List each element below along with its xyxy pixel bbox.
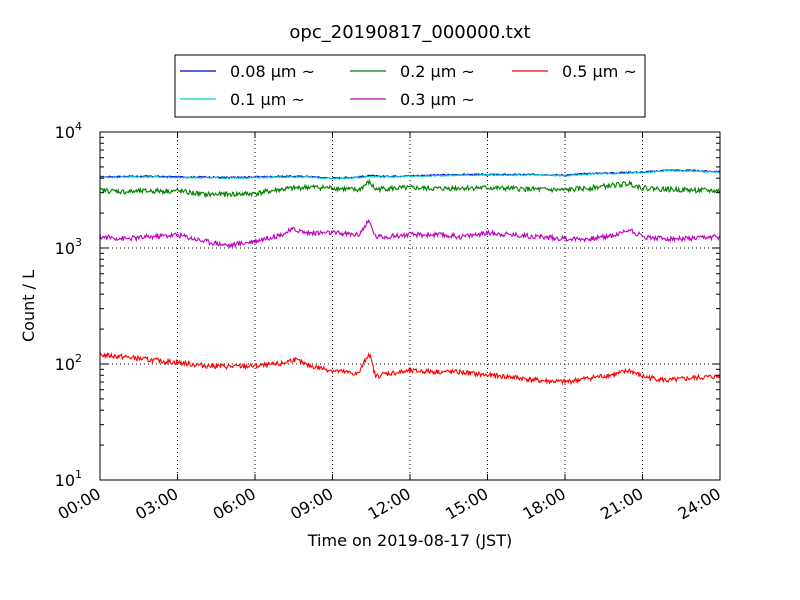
chart-title: opc_20190817_000000.txt: [289, 22, 530, 43]
grid: [100, 132, 720, 480]
series-line: [99, 169, 721, 180]
x-tick-label: 18:00: [520, 484, 569, 524]
x-tick-label: 15:00: [442, 484, 491, 524]
y-tick-base: 10: [55, 239, 75, 258]
y-tick-base: 10: [55, 355, 75, 374]
y-tick-exp: 4: [75, 120, 82, 133]
ticks: 00:00 03:00 06:00 09:00 12:00 15:00 18:00 21:00…: [55, 120, 724, 524]
legend: 0.08 μm ~ 0.1 μm ~ 0.2 μm ~ 0.3 μm ~ 0.5 μm …: [174, 54, 646, 118]
legend-label: 0.5 μm ~: [562, 62, 637, 81]
x-tick-label: 06:00: [210, 484, 259, 524]
legend-label: 0.08 μm ~: [230, 62, 315, 81]
legend-box: [174, 54, 646, 118]
y-tick-exp: 1: [75, 468, 82, 481]
legend-label: 0.2 μm ~: [400, 62, 475, 81]
legend-label: 0.3 μm ~: [400, 90, 475, 109]
y-tick-base: 10: [55, 123, 75, 142]
y-tick-label: 101: [55, 468, 82, 490]
series-line: [99, 218, 721, 249]
x-tick-label: 24:00: [675, 484, 724, 524]
y-tick-label: 102: [55, 352, 82, 374]
x-tick-label: 03:00: [132, 484, 181, 524]
series-line: [99, 351, 721, 386]
series-line: [99, 178, 721, 199]
x-tick-label: 12:00: [365, 484, 414, 524]
x-axis-label: Time on 2019-08-17 (JST): [307, 531, 512, 550]
y-tick-exp: 3: [75, 236, 82, 249]
y-tick-base: 10: [55, 471, 75, 490]
x-tick-label: 21:00: [597, 484, 646, 524]
y-tick-exp: 2: [75, 352, 82, 365]
legend-label: 0.1 μm ~: [230, 90, 305, 109]
y-tick-label: 103: [55, 236, 82, 258]
y-axis-label: Count / L: [19, 270, 38, 342]
series-layer: [99, 168, 721, 386]
y-tick-label: 104: [55, 120, 82, 142]
x-tick-label: 09:00: [287, 484, 336, 524]
